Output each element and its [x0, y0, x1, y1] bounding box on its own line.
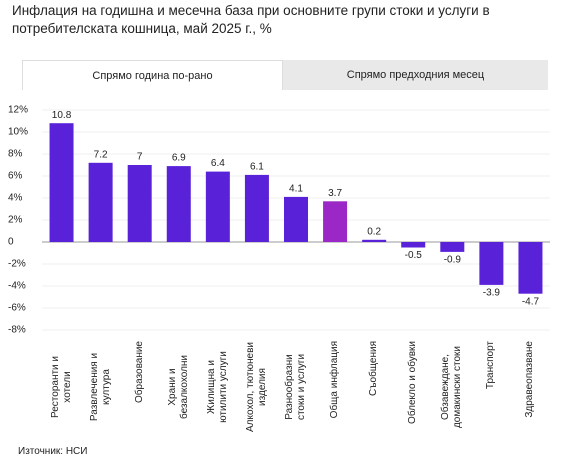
y-tick-label: -2%: [8, 259, 26, 270]
x-tick-label: Съобщения: [368, 341, 380, 396]
bar: [127, 165, 152, 242]
y-tick-label: -6%: [8, 303, 26, 314]
bar: [518, 242, 543, 294]
chart-title: Инфлация на годишна и месечна база при о…: [12, 3, 490, 36]
x-tick-label: Здравеопазване: [524, 341, 536, 418]
y-tick-label: 0: [8, 237, 14, 248]
tab[interactable]: Спрямо година по-рано: [22, 60, 283, 90]
bar: [244, 174, 269, 242]
bar: [323, 201, 348, 242]
bar: [284, 196, 308, 242]
value-label: 6.9: [172, 153, 186, 164]
value-label: -0.9: [444, 255, 462, 266]
x-tick-label: Транспорт: [485, 341, 497, 390]
x-tick-label: Облекло и обувки: [407, 341, 419, 424]
x-tick-label: Обзавеждане, домакински стоки: [440, 345, 464, 429]
y-tick-label: 4%: [8, 193, 23, 204]
x-tick-label: Разнообразни стоки и услуги: [284, 353, 307, 421]
y-tick-label: 10%: [8, 127, 28, 138]
value-label: -3.9: [483, 288, 501, 299]
bar: [440, 242, 465, 252]
y-tick-label: 6%: [8, 171, 23, 182]
value-label: 4.1: [289, 184, 303, 195]
value-label: 6.1: [250, 162, 264, 173]
y-tick-label: -4%: [8, 281, 26, 292]
value-label: -0.5: [405, 250, 423, 261]
bar: [205, 171, 230, 242]
bar: [49, 123, 74, 242]
value-label: 3.7: [328, 188, 342, 199]
bar: [362, 239, 387, 242]
y-tick-label: 2%: [8, 215, 23, 226]
bar: [88, 162, 113, 242]
x-tick-label: Образование: [133, 341, 145, 403]
value-label: 7.2: [94, 149, 108, 160]
bar: [401, 242, 426, 248]
value-label: 6.4: [211, 158, 225, 169]
value-label: 10.8: [52, 110, 72, 121]
value-label: -4.7: [522, 296, 540, 307]
y-tick-label: -8%: [8, 325, 26, 336]
source: Източник: НСИ: [18, 446, 88, 457]
x-tick-label: Развлечения и култура: [88, 352, 112, 422]
y-tick-label: 8%: [8, 149, 23, 160]
x-tick-label: Храни и безалкохолни: [166, 354, 190, 420]
bar: [479, 242, 504, 285]
x-tick-label: Алкохол, тютюневи изделия: [244, 342, 268, 432]
value-label: 0.2: [367, 226, 381, 237]
bar: [166, 166, 191, 242]
x-tick-label: Жилищна и ютилити услуги: [205, 351, 229, 423]
x-tick-label: Обща инфлация: [329, 341, 341, 419]
x-tick-label: Ресторанти и хотели: [49, 356, 73, 418]
y-tick-label: 12%: [8, 105, 28, 116]
value-label: 7: [137, 152, 143, 163]
tab[interactable]: Спрямо предходния месец: [283, 60, 548, 90]
